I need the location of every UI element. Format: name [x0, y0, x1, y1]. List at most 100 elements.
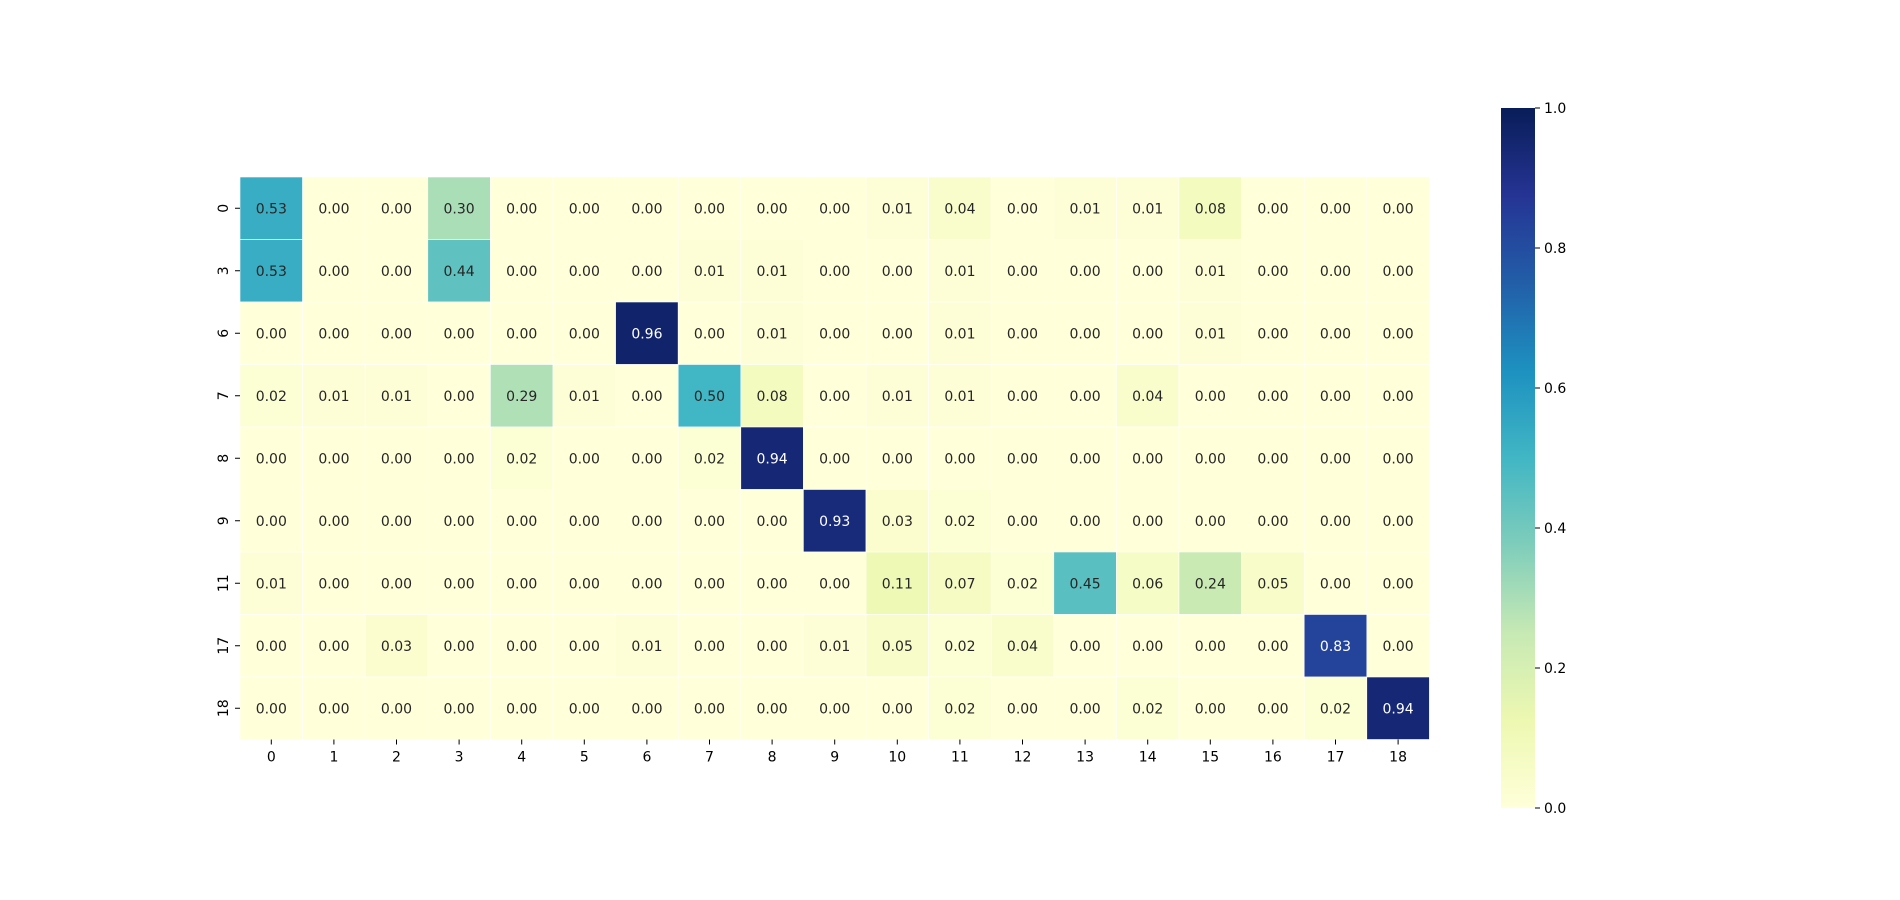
heatmap-cell [865, 489, 929, 553]
heatmap-cell [1241, 489, 1305, 553]
cell-value-label: 0.00 [1070, 451, 1101, 467]
cell-value-label: 0.00 [256, 514, 287, 530]
heatmap-cell [803, 489, 867, 553]
heatmap-cell [990, 301, 1055, 365]
heatmap-cell [990, 676, 1055, 740]
heatmap-cell [928, 426, 992, 490]
heatmap-cell [552, 551, 616, 615]
heatmap-cell [364, 676, 429, 740]
cell-value-label: 0.00 [1132, 326, 1163, 342]
heatmap-cell [302, 176, 366, 240]
heatmap-cell [740, 614, 804, 678]
heatmap-cell [1366, 614, 1430, 678]
cell-value-label: 0.00 [1195, 389, 1226, 405]
heatmap-cell [928, 489, 992, 553]
cell-value-label: 0.00 [318, 514, 349, 530]
cell-value-label: 0.00 [569, 576, 600, 592]
cell-value-label: 0.00 [882, 701, 913, 717]
heatmap-cell [1366, 239, 1430, 303]
cell-value-label: 0.06 [1132, 576, 1163, 592]
x-tick-label: 3 [455, 750, 464, 766]
cell-value-label: 0.00 [1257, 201, 1288, 217]
cell-value-label: 0.00 [631, 451, 662, 467]
heatmap-cell [1116, 176, 1180, 240]
heatmap-cell [1303, 614, 1368, 678]
cell-value-label: 0.00 [1070, 701, 1101, 717]
y-tick-label: 11 [216, 574, 232, 592]
cell-value-label: 0.00 [256, 639, 287, 655]
heatmap-cell [1178, 426, 1242, 490]
cell-value-label: 0.00 [1007, 389, 1038, 405]
cell-value-label: 0.00 [819, 451, 850, 467]
heatmap-cell [928, 176, 992, 240]
heatmap-cell [490, 426, 554, 490]
cell-value-label: 0.05 [882, 639, 913, 655]
heatmap-cell [990, 614, 1055, 678]
heatmap-cell [1178, 301, 1242, 365]
cell-value-label: 0.00 [694, 514, 725, 530]
cell-value-label: 0.00 [1007, 264, 1038, 280]
heatmap-cell [364, 239, 429, 303]
y-axis: 0 3 6 7 8 9 11 17 18 [216, 204, 240, 717]
cell-value-label: 0.04 [1132, 389, 1163, 405]
cell-value-label: 0.29 [506, 389, 537, 405]
y-tick-label: 6 [216, 329, 232, 338]
cell-value-label: 0.03 [381, 639, 412, 655]
heatmap-cell [1366, 489, 1430, 553]
heatmap-cell [1303, 551, 1368, 615]
cell-value-label: 0.00 [506, 326, 537, 342]
cell-value-label: 0.00 [882, 326, 913, 342]
cell-value-label: 0.00 [1383, 576, 1414, 592]
cell-value-label: 0.45 [1070, 576, 1101, 592]
cell-value-label: 0.00 [569, 201, 600, 217]
cell-value-label: 0.83 [1320, 639, 1351, 655]
heatmap-cell [677, 676, 742, 740]
heatmap-cell [740, 301, 804, 365]
cell-value-label: 0.08 [1195, 201, 1226, 217]
cell-value-label: 0.00 [819, 201, 850, 217]
heatmap-cell [1366, 301, 1430, 365]
heatmap-cell [427, 301, 491, 365]
cell-value-label: 0.00 [631, 389, 662, 405]
heatmap-cell [1178, 176, 1242, 240]
cell-value-label: 0.00 [444, 451, 475, 467]
heatmap-cell [552, 176, 616, 240]
cell-value-label: 0.00 [1070, 514, 1101, 530]
heatmap-cell [1241, 176, 1305, 240]
x-tick-label: 13 [1076, 750, 1094, 766]
cell-value-label: 0.01 [944, 264, 975, 280]
cell-value-label: 0.00 [819, 701, 850, 717]
cell-value-label: 0.96 [631, 326, 662, 342]
x-tick-label: 14 [1139, 750, 1157, 766]
heatmap-cell [740, 364, 804, 428]
cell-value-label: 0.30 [444, 201, 475, 217]
cell-value-label: 0.00 [631, 264, 662, 280]
x-tick-label: 4 [517, 750, 526, 766]
cell-value-label: 0.00 [819, 264, 850, 280]
heatmap-cell [1178, 676, 1242, 740]
cell-value-label: 0.00 [944, 451, 975, 467]
cell-value-label: 0.00 [569, 264, 600, 280]
y-tick-label: 18 [216, 699, 232, 717]
cell-value-label: 0.01 [631, 639, 662, 655]
cell-value-label: 0.00 [694, 326, 725, 342]
heatmap-cell [740, 489, 804, 553]
heatmap-cell [1116, 426, 1180, 490]
heatmap-cell [740, 676, 804, 740]
cell-value-label: 0.00 [506, 201, 537, 217]
cell-value-label: 0.01 [1195, 326, 1226, 342]
heatmap-cell [677, 489, 742, 553]
cell-value-label: 0.01 [1195, 264, 1226, 280]
heatmap-cell [1303, 176, 1368, 240]
cell-value-label: 0.01 [318, 389, 349, 405]
heatmap-cell [552, 426, 616, 490]
heatmap-cell [302, 301, 366, 365]
cell-value-label: 0.00 [1257, 514, 1288, 530]
heatmap-cell [740, 551, 804, 615]
heatmap-cell [302, 364, 366, 428]
cell-value-label: 0.00 [1007, 701, 1038, 717]
heatmap-cell [677, 301, 742, 365]
cell-value-label: 0.00 [444, 639, 475, 655]
cell-value-label: 0.00 [318, 639, 349, 655]
